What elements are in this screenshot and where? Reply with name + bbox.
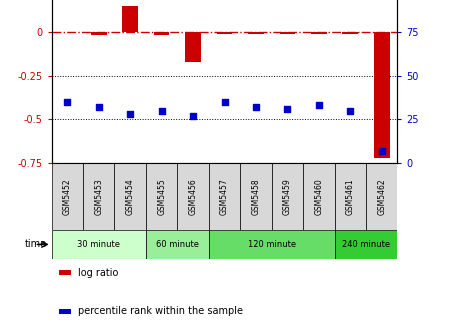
Text: 240 minute: 240 minute [342,240,390,249]
Bar [240,163,272,230]
Bar [335,230,397,259]
Bar [185,32,201,61]
Text: 120 minute: 120 minute [247,240,296,249]
Bar [374,32,390,158]
Text: GSM5457: GSM5457 [220,178,229,215]
Text: time: time [25,240,47,249]
Bar [335,163,366,230]
Point [127,111,134,117]
Bar [114,163,146,230]
Bar [52,230,146,259]
Text: log ratio: log ratio [78,268,118,278]
Text: GSM5459: GSM5459 [283,178,292,215]
Bar [146,163,177,230]
Point [189,113,197,119]
Bar [52,163,83,230]
Point [252,104,260,110]
Bar [122,6,138,32]
Text: GSM5453: GSM5453 [94,178,103,215]
Bar [343,32,358,34]
Point [315,102,322,108]
Bar [279,32,295,34]
Text: GSM5456: GSM5456 [189,178,198,215]
Point [95,104,102,110]
Bar [303,163,335,230]
Text: GSM5454: GSM5454 [126,178,135,215]
Bar [58,270,70,275]
Bar [58,308,70,314]
Bar [91,32,107,35]
Bar [311,32,327,34]
Text: 60 minute: 60 minute [156,240,199,249]
Point [347,108,354,113]
Text: GSM5458: GSM5458 [251,178,260,215]
Text: 30 minute: 30 minute [77,240,120,249]
Text: GSM5460: GSM5460 [314,178,323,215]
Text: GSM5461: GSM5461 [346,178,355,215]
Point [378,148,385,154]
Bar [209,163,240,230]
Point [158,108,165,113]
Bar [366,163,397,230]
Bar [272,163,303,230]
Text: GSM5455: GSM5455 [157,178,166,215]
Text: GSM5462: GSM5462 [377,178,386,215]
Text: percentile rank within the sample: percentile rank within the sample [78,306,242,316]
Bar [217,32,233,34]
Point [284,106,291,112]
Bar [248,32,264,34]
Bar [146,230,209,259]
Point [221,99,228,104]
Bar [154,32,170,35]
Bar [209,230,335,259]
Text: GSM5452: GSM5452 [63,178,72,215]
Point [64,99,71,104]
Bar [177,163,209,230]
Bar [83,163,114,230]
